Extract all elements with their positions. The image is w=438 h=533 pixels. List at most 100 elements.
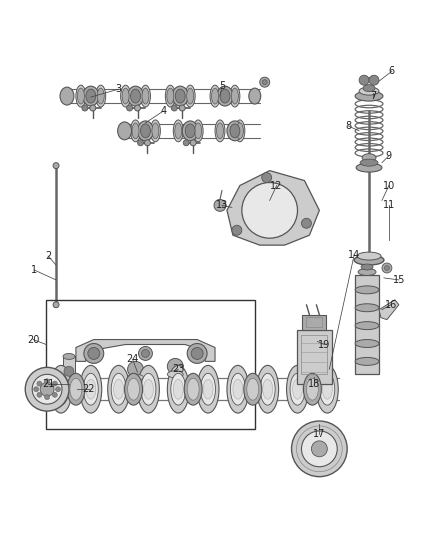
Text: 18: 18: [308, 379, 321, 389]
Text: 8: 8: [345, 121, 351, 131]
Circle shape: [53, 302, 59, 308]
Ellipse shape: [193, 120, 203, 142]
Ellipse shape: [138, 121, 153, 141]
Ellipse shape: [363, 85, 375, 92]
Circle shape: [385, 265, 389, 270]
Text: 10: 10: [383, 181, 395, 190]
Text: 20: 20: [27, 335, 39, 344]
Ellipse shape: [173, 120, 183, 142]
Ellipse shape: [233, 379, 243, 399]
Circle shape: [301, 219, 311, 228]
Circle shape: [359, 75, 369, 85]
Ellipse shape: [83, 373, 98, 405]
Ellipse shape: [293, 379, 303, 399]
Ellipse shape: [355, 340, 379, 348]
Text: 16: 16: [385, 300, 397, 310]
Ellipse shape: [141, 85, 150, 107]
Ellipse shape: [249, 88, 261, 104]
Ellipse shape: [257, 365, 279, 413]
Bar: [297, 329, 332, 384]
Ellipse shape: [320, 373, 335, 405]
Text: 3: 3: [116, 84, 122, 94]
Ellipse shape: [63, 353, 75, 359]
Circle shape: [191, 348, 203, 359]
Ellipse shape: [122, 88, 129, 104]
Circle shape: [90, 105, 96, 111]
Ellipse shape: [216, 123, 223, 139]
Text: 7: 7: [370, 91, 376, 101]
Ellipse shape: [187, 378, 199, 400]
Circle shape: [141, 350, 149, 358]
Circle shape: [45, 379, 49, 384]
Circle shape: [260, 77, 270, 87]
Bar: [301, 335, 327, 374]
Ellipse shape: [355, 321, 379, 329]
Circle shape: [311, 441, 327, 457]
Ellipse shape: [127, 86, 144, 106]
Ellipse shape: [263, 379, 273, 399]
Ellipse shape: [142, 88, 149, 104]
Circle shape: [37, 381, 42, 386]
Ellipse shape: [187, 88, 194, 104]
Text: 13: 13: [216, 200, 228, 211]
Text: 21: 21: [42, 379, 54, 389]
Ellipse shape: [67, 373, 85, 405]
Ellipse shape: [227, 365, 249, 413]
Ellipse shape: [356, 163, 382, 172]
Polygon shape: [76, 340, 215, 361]
Circle shape: [382, 263, 392, 273]
Ellipse shape: [231, 88, 238, 104]
Ellipse shape: [212, 88, 219, 104]
Ellipse shape: [167, 365, 189, 413]
Polygon shape: [379, 300, 399, 320]
Ellipse shape: [118, 122, 131, 140]
Circle shape: [134, 105, 141, 111]
Ellipse shape: [152, 123, 159, 139]
Ellipse shape: [201, 373, 215, 405]
Circle shape: [56, 387, 60, 392]
Bar: [355, 275, 379, 374]
Ellipse shape: [114, 379, 124, 399]
Bar: [303, 314, 326, 329]
Ellipse shape: [217, 86, 233, 106]
Ellipse shape: [355, 286, 379, 294]
Ellipse shape: [78, 88, 85, 104]
Ellipse shape: [304, 373, 321, 405]
Ellipse shape: [131, 89, 141, 103]
Circle shape: [214, 199, 226, 212]
Ellipse shape: [359, 87, 379, 95]
Circle shape: [167, 358, 183, 374]
Text: 4: 4: [160, 106, 166, 116]
Ellipse shape: [171, 373, 186, 405]
Ellipse shape: [165, 85, 175, 107]
Circle shape: [40, 382, 54, 396]
Ellipse shape: [150, 120, 160, 142]
Ellipse shape: [247, 378, 259, 400]
Circle shape: [301, 431, 337, 467]
Circle shape: [34, 387, 39, 392]
Circle shape: [45, 394, 49, 400]
Ellipse shape: [210, 85, 220, 107]
Ellipse shape: [131, 120, 141, 142]
Ellipse shape: [127, 378, 140, 400]
Ellipse shape: [108, 365, 130, 413]
Circle shape: [262, 80, 267, 85]
Ellipse shape: [172, 86, 188, 106]
Bar: [63, 357, 75, 386]
Text: 5: 5: [219, 81, 225, 91]
Circle shape: [171, 105, 177, 111]
Ellipse shape: [50, 365, 72, 413]
Ellipse shape: [97, 88, 104, 104]
Text: 1: 1: [31, 265, 37, 275]
Ellipse shape: [124, 373, 142, 405]
Text: 2: 2: [45, 251, 51, 261]
Ellipse shape: [111, 373, 126, 405]
Ellipse shape: [230, 373, 245, 405]
Circle shape: [242, 182, 297, 238]
Ellipse shape: [120, 85, 131, 107]
Ellipse shape: [215, 120, 225, 142]
Ellipse shape: [173, 379, 183, 399]
Text: 24: 24: [127, 354, 139, 365]
Ellipse shape: [184, 373, 202, 405]
Ellipse shape: [70, 378, 82, 400]
